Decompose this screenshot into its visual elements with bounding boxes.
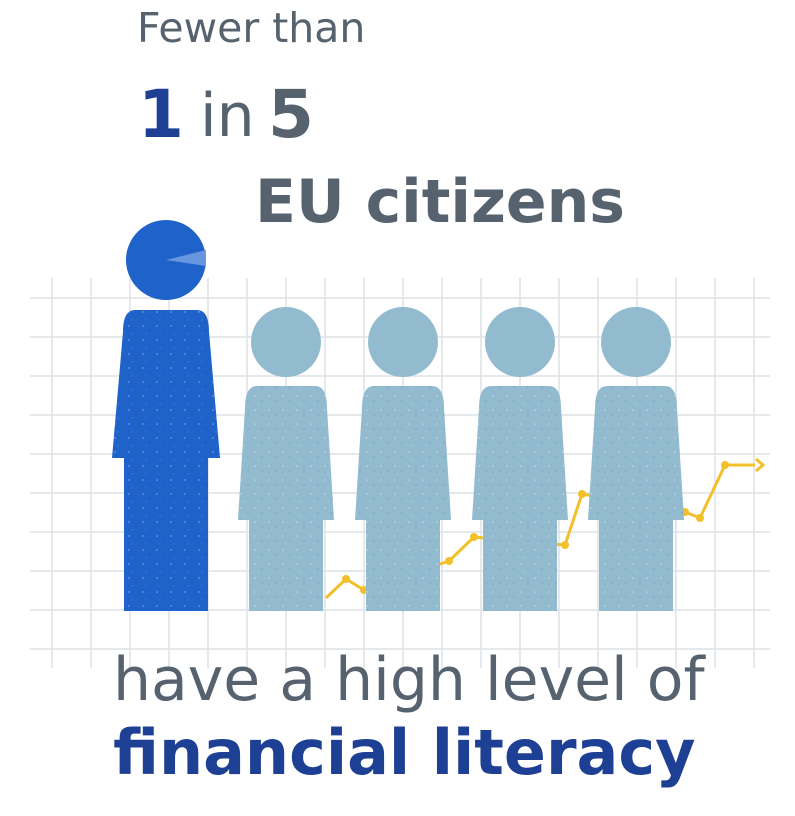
person-figure-highlighted [112, 220, 220, 611]
trend-point [696, 514, 704, 522]
trend-arrow-icon [755, 457, 766, 473]
person-figure [472, 307, 568, 611]
trend-point [342, 575, 350, 583]
person-texture [588, 386, 684, 611]
person-head [601, 307, 671, 377]
trend-point [445, 557, 453, 565]
people-figures [112, 220, 684, 611]
headline-numerator: 1 [138, 76, 184, 153]
person-texture [238, 386, 334, 611]
person-figure [588, 307, 684, 611]
person-figure [238, 307, 334, 611]
headline-denominator: 5 [268, 76, 314, 153]
person-figure [355, 307, 451, 611]
trend-point [470, 533, 478, 541]
headline-preposition: in [200, 81, 255, 151]
caption-line-2: financial literacy [113, 716, 696, 789]
trend-point [578, 490, 586, 498]
caption-line-1: have a high level of [113, 645, 705, 715]
person-texture [112, 310, 220, 611]
pie-slice [166, 250, 206, 266]
person-head [485, 307, 555, 377]
headline-prefix: Fewer than [137, 4, 366, 52]
trend-point [721, 461, 729, 469]
trend-point [561, 541, 569, 549]
person-head [368, 307, 438, 377]
person-head [251, 307, 321, 377]
person-texture [355, 386, 451, 611]
headline-subject: EU citizens [255, 167, 626, 237]
person-texture [472, 386, 568, 611]
